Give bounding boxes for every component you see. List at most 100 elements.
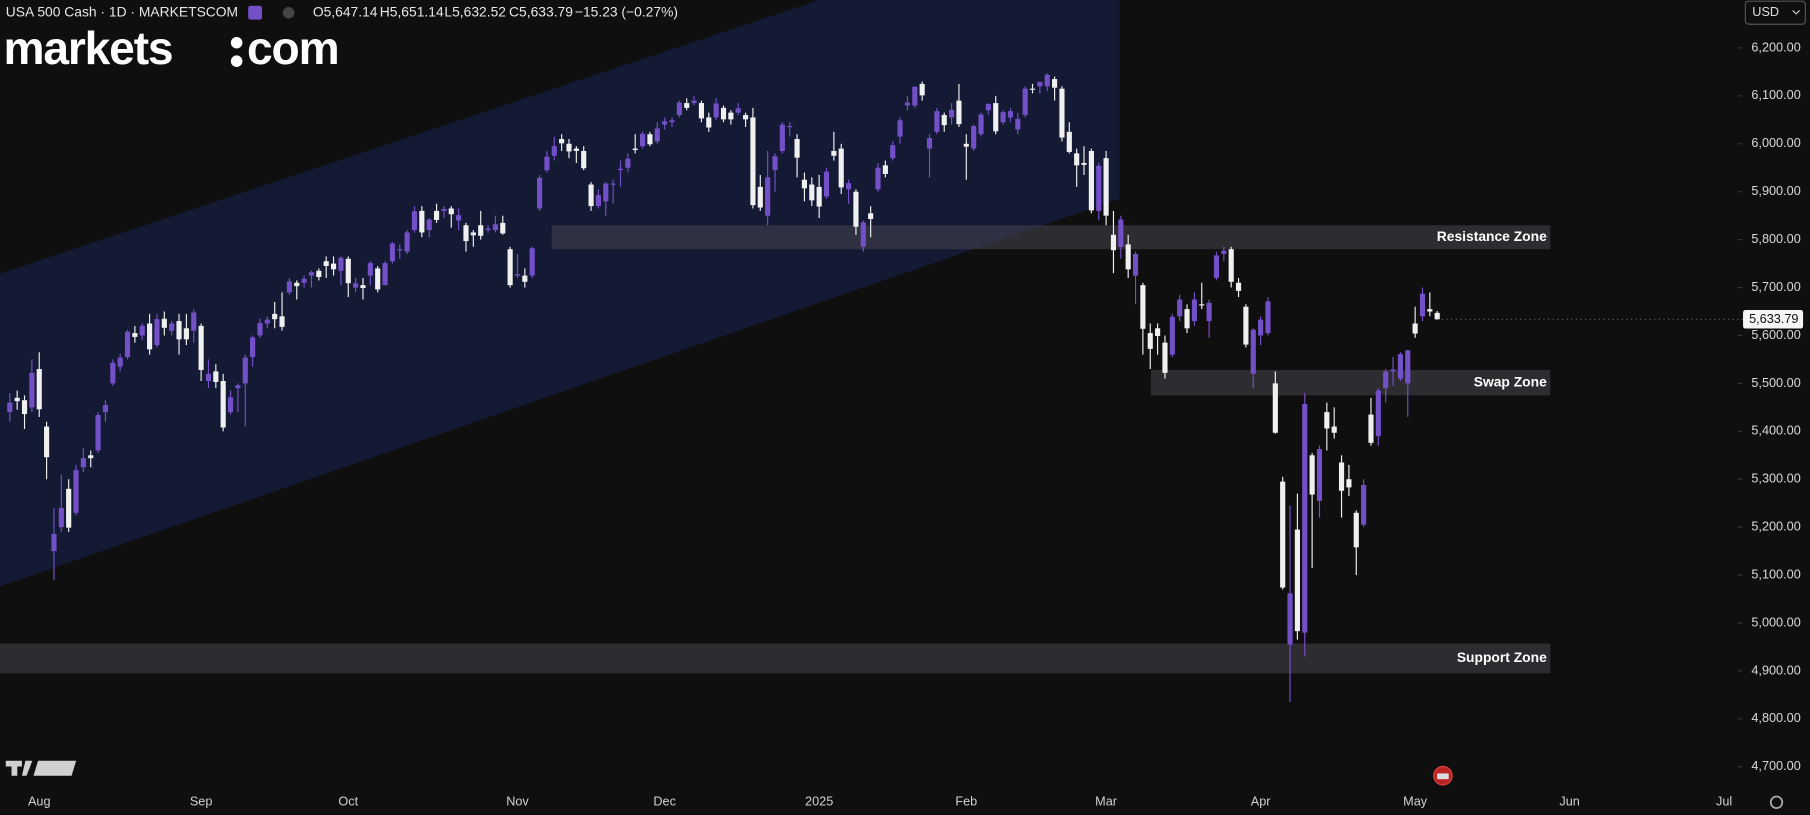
candle-body <box>603 183 609 202</box>
y-axis: 6,200.00 6,100.00 6,000.00 5,900.00 5,800.00… <box>1437 40 1804 773</box>
candle-body <box>978 114 984 135</box>
candle-body <box>514 274 521 276</box>
candle-body <box>360 285 366 289</box>
candle-body <box>139 325 145 336</box>
zone <box>1150 369 1551 396</box>
candle-body <box>1390 369 1396 372</box>
candle-body <box>1066 131 1072 152</box>
y-tick-label: 5,300.00 <box>1751 472 1800 486</box>
candle-body <box>353 283 359 288</box>
candle-body <box>1029 88 1036 90</box>
symbol: USA 500 Cash · 1D · MARKETSCOM <box>6 3 238 19</box>
candle-body <box>478 225 484 236</box>
candle-body <box>787 126 793 128</box>
candle-body <box>1302 404 1308 633</box>
x-tick-label: Jun <box>1559 795 1579 809</box>
x-tick-label: Jul <box>1716 795 1732 809</box>
candle-body <box>809 184 815 201</box>
candle-body <box>117 357 123 367</box>
candle-body <box>853 191 859 227</box>
candle-body <box>588 184 594 207</box>
candle-body <box>985 104 991 111</box>
zone-label: Support Zone <box>1457 649 1547 665</box>
candle-body <box>846 183 852 190</box>
candle-body <box>559 138 565 144</box>
candle-body <box>662 121 668 125</box>
candle-body <box>551 146 557 156</box>
zone <box>0 643 1551 674</box>
candle-body <box>676 102 682 116</box>
candle-body <box>73 470 79 513</box>
candle-body <box>375 268 381 290</box>
candle-body <box>897 120 903 137</box>
candle-body <box>1118 219 1124 247</box>
candle-body <box>625 158 631 168</box>
y-tick-label: 4,700.00 <box>1751 759 1800 773</box>
candle-body <box>743 115 749 120</box>
candle-body <box>698 103 705 119</box>
candle-body <box>1103 158 1109 216</box>
candle-body <box>1405 350 1411 384</box>
candle-body <box>544 156 550 171</box>
candle-body <box>154 319 160 346</box>
candle-body <box>507 249 513 286</box>
currency[interactable]: USD <box>1752 5 1779 19</box>
tv-logo <box>5 760 77 776</box>
candle-body <box>993 103 999 132</box>
candle-body <box>1147 333 1153 349</box>
x-tick-label: Sep <box>190 795 213 809</box>
icon <box>33 760 77 776</box>
candle-body <box>1412 323 1418 334</box>
candle-body <box>1324 412 1330 429</box>
zones: Resistance Zone Swap Zone Support Zone <box>0 225 1551 674</box>
y-tick-label: 5,500.00 <box>1751 376 1800 390</box>
candle-body <box>235 385 241 389</box>
candle-body <box>1213 255 1220 278</box>
candle-body <box>294 282 300 287</box>
y-tick-label: 5,900.00 <box>1751 184 1800 198</box>
zone <box>551 225 1551 250</box>
candle-body <box>823 171 830 197</box>
candle-body <box>323 261 329 266</box>
candle-body <box>176 321 182 340</box>
candle-body <box>1177 299 1183 317</box>
candle-body <box>338 257 344 271</box>
candle-body <box>875 167 881 190</box>
logo-dot <box>230 36 243 49</box>
candle-body <box>1206 302 1212 322</box>
candle-body <box>66 488 72 528</box>
candle-body <box>330 263 337 270</box>
candle-body <box>286 281 292 293</box>
candle-body <box>926 138 933 149</box>
button-frame[interactable] <box>1744 0 1806 25</box>
candle-body <box>639 133 646 147</box>
candle-body <box>389 243 395 262</box>
candle-body <box>250 337 256 358</box>
zone-label: Resistance Zone <box>1437 228 1547 244</box>
candle-body <box>610 183 616 185</box>
candle-body <box>1243 306 1249 345</box>
y-tick-label: 6,200.00 <box>1751 40 1800 54</box>
candle-body <box>868 213 874 220</box>
icon <box>248 5 263 20</box>
x-tick-label: May <box>1403 795 1428 809</box>
candle-body <box>912 86 918 106</box>
candle-body <box>132 333 138 337</box>
candle-body <box>794 138 800 158</box>
candle-body <box>941 115 947 126</box>
currency-button[interactable]: USD <box>1744 0 1806 25</box>
candle-body <box>691 100 697 104</box>
candle-body <box>536 177 543 209</box>
candle-body <box>1434 312 1440 320</box>
y-tick-label: 5,800.00 <box>1751 232 1800 246</box>
candle-body <box>1316 449 1323 501</box>
candle-body <box>1280 481 1286 588</box>
x-tick-label: Feb <box>955 795 977 809</box>
settings-icon[interactable] <box>1769 795 1784 809</box>
candle-body <box>279 316 285 327</box>
candle-body <box>51 533 57 552</box>
candle-body <box>1155 328 1161 336</box>
zone-label: Swap Zone <box>1474 373 1547 389</box>
candle-body <box>617 168 624 171</box>
candle-body <box>220 381 226 428</box>
